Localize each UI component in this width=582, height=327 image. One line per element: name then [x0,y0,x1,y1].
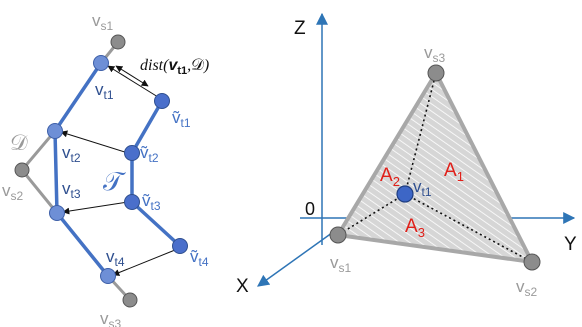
label-tilde-vt1: ṽt1 [172,108,191,130]
node-tau1 [154,93,170,109]
label-tilde-vt4: ṽt4 [190,247,209,269]
dotted-to-vs1 [337,193,406,236]
arrow-t3 [62,201,129,215]
arrow-t4 [112,249,176,276]
left-diagram: vs1 vs2 vs3 𝒟 vt1 vt2 vt3 vt4 ṽt1 ṽt2 ṽt… [2,11,209,327]
vertex-vs2 [523,253,541,271]
label-vt1: vt1 [95,80,114,102]
point-vt1 [396,185,414,203]
label-r-vs3: vs3 [424,43,446,65]
label-tilde-vt2: ṽt2 [140,143,159,165]
node-vt1 [93,55,109,71]
label-vt2: vt2 [62,143,81,165]
label-vs3: vs3 [100,309,122,327]
node-vt4 [100,268,116,284]
label-r-vs2: vs2 [516,277,538,299]
x-axis [257,229,337,287]
label-D: 𝒟 [10,131,28,156]
node-vt2 [47,123,63,139]
axis-label-y: Y [564,234,577,255]
label-vs2: vs2 [2,181,24,203]
vertex-vs3 [427,64,445,82]
axis-label-origin: 0 [305,199,315,219]
label-r-vs1: vs1 [330,253,352,275]
node-vs3 [122,292,138,308]
axis-label-x: X [236,276,249,297]
node-tau2 [124,145,140,161]
label-tilde-vt3: ṽt3 [142,191,161,213]
node-tau3 [124,194,140,210]
vertex-vs1 [329,226,347,244]
node-vt3 [49,205,65,221]
node-vs1 [110,34,126,50]
dotted-to-vs2 [404,193,533,263]
node-tau4 [172,238,188,254]
label-dist: dist(vt1,𝒟) [140,55,209,77]
path-tau [130,100,182,248]
arrow-t2 [60,130,129,154]
label-tau: 𝒯 [103,167,126,197]
triangle-face [336,71,534,264]
node-vs2 [14,162,30,178]
dist-bracket [115,65,149,87]
right-diagram: Z Y X 0 vs3 vs1 vs2 vt1 A1 A2 A3 [236,12,577,299]
label-vt4: vt4 [106,247,125,269]
label-vt3: vt3 [62,179,81,201]
label-vs1: vs1 [92,11,114,33]
axis-label-z: Z [294,18,306,39]
path-vt-blue [53,62,110,278]
dotted-to-vs3 [404,72,437,195]
